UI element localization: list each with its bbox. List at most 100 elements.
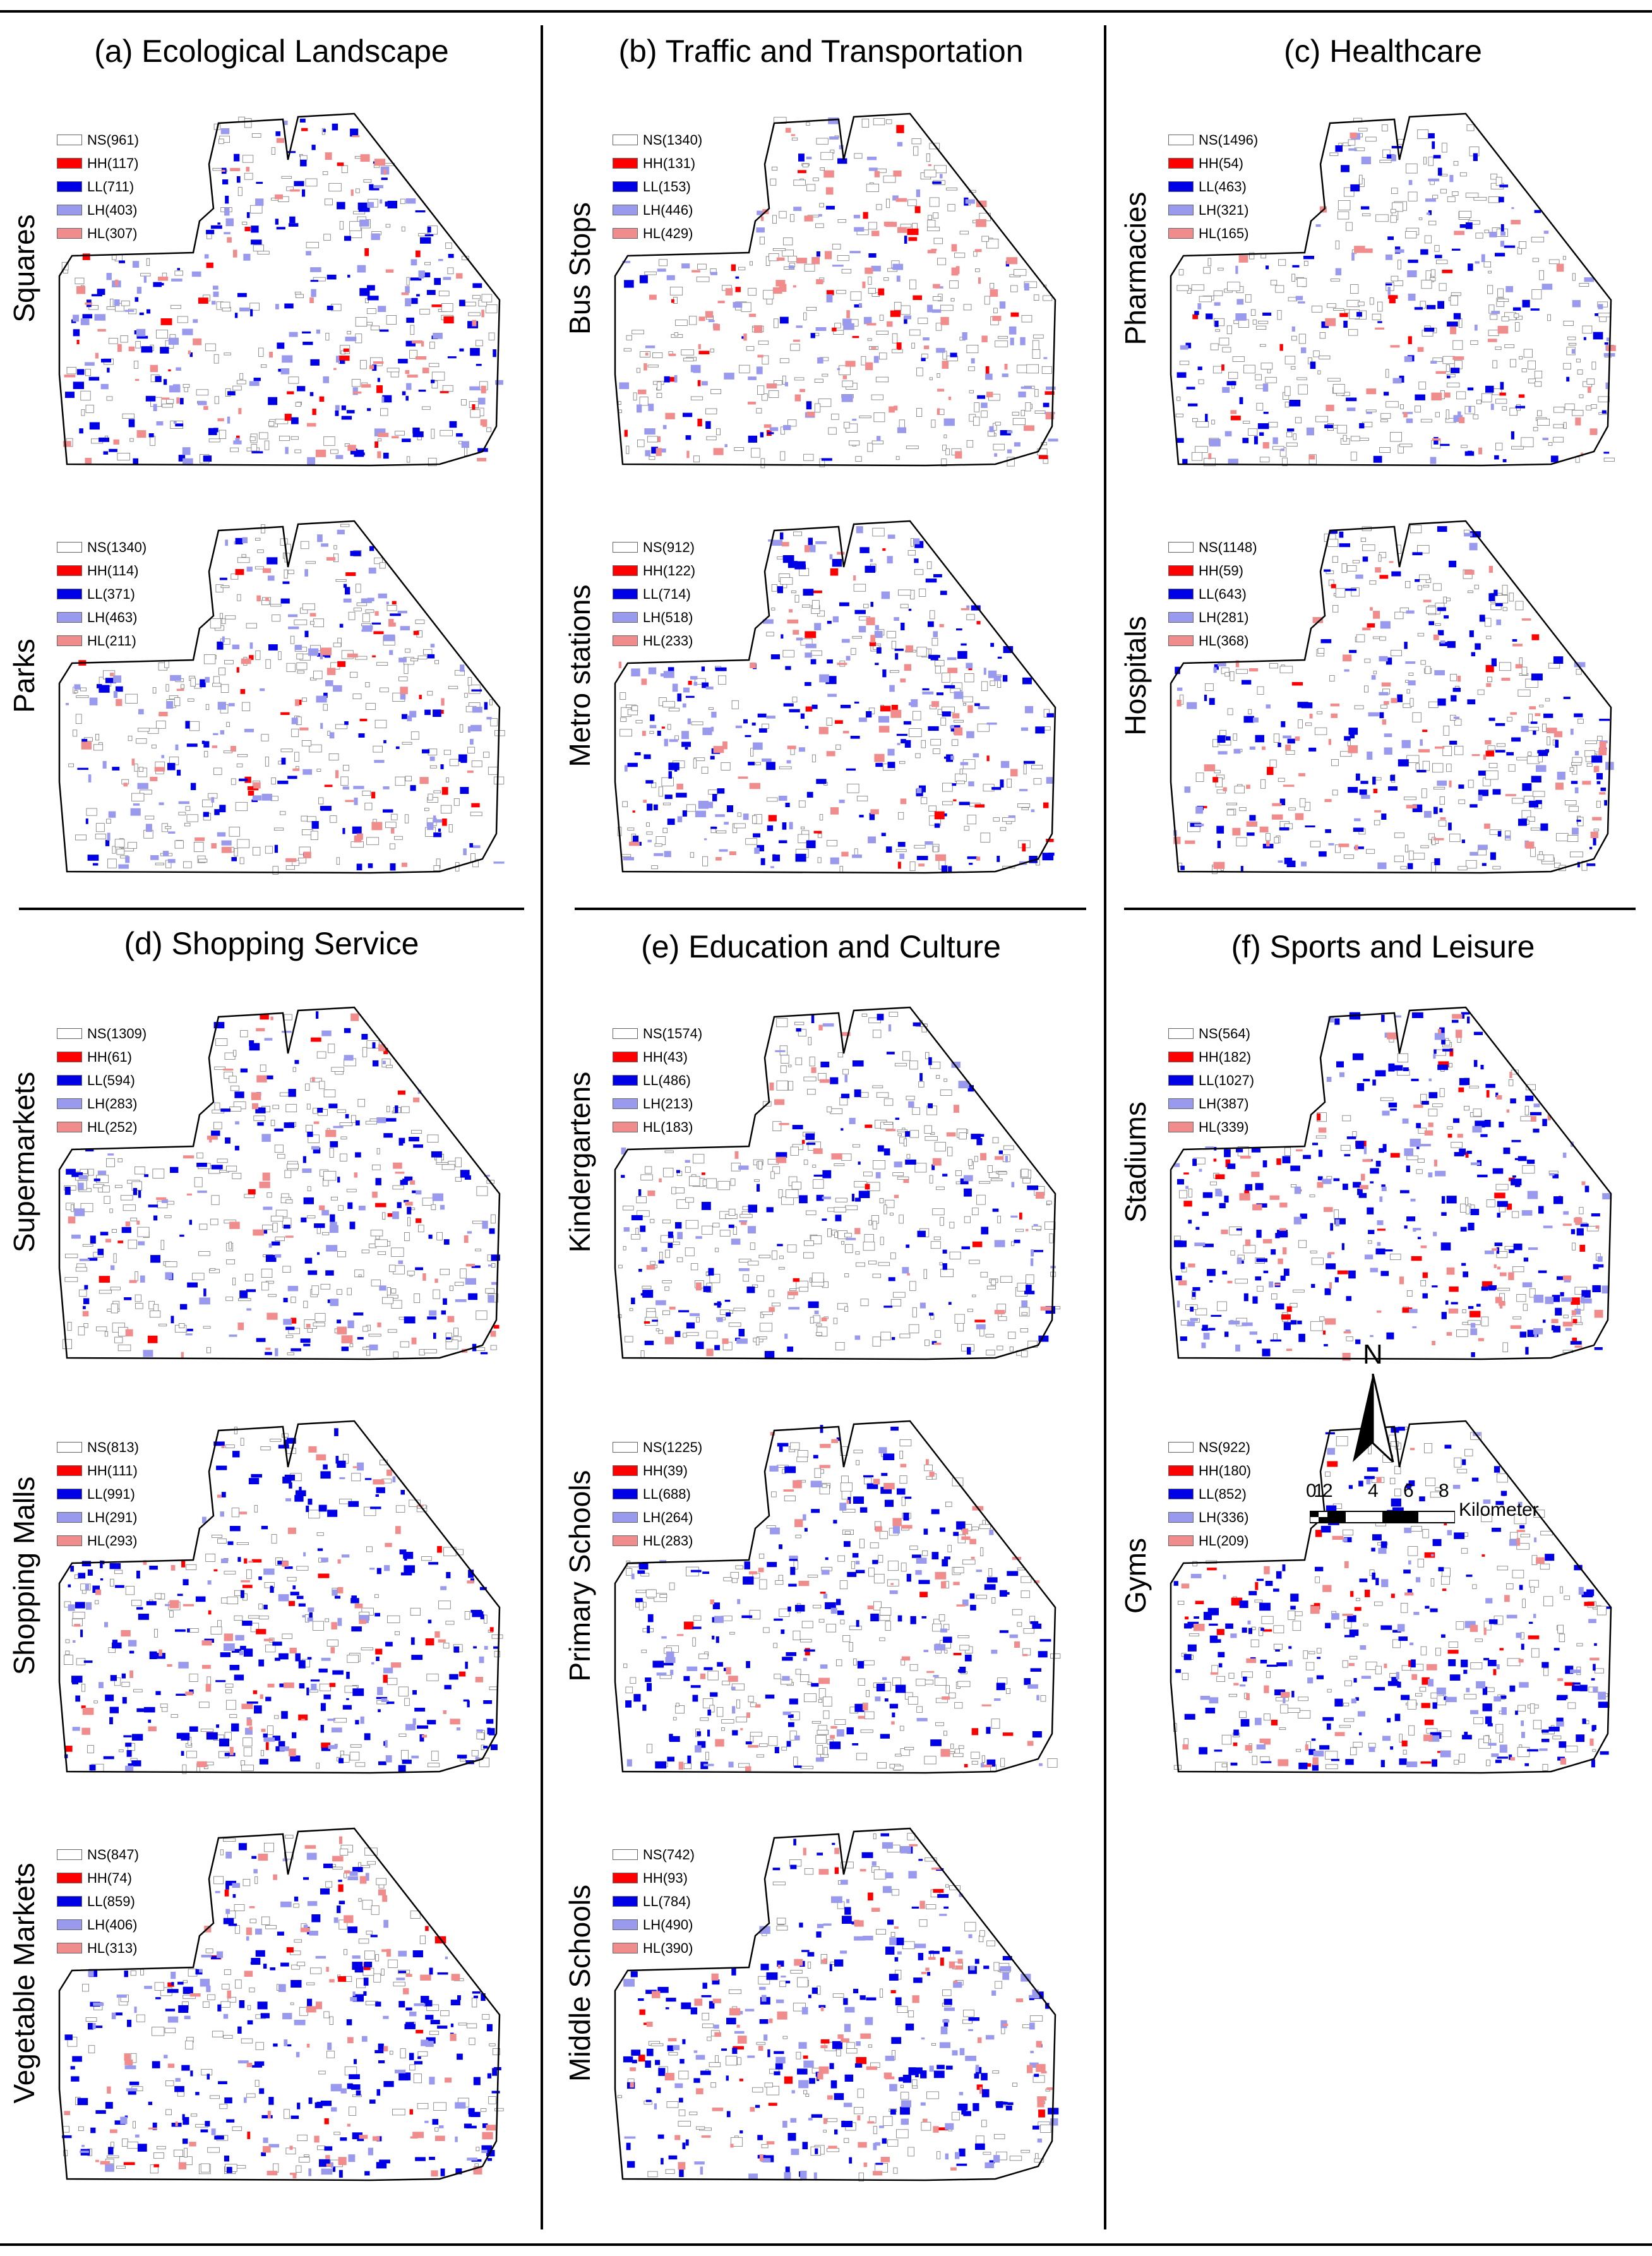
district-boundary (1170, 520, 1612, 874)
cluster-lh-patches (621, 1023, 1056, 1344)
cluster-ll-patches (64, 1428, 498, 1772)
legend-item-hh: HH(122) (613, 559, 695, 582)
legend-item-hl: HL(183) (613, 1115, 702, 1139)
legend-swatch (1168, 135, 1194, 145)
legend-label: LH(213) (643, 1095, 693, 1112)
map-panel-pharmacies: Pharmacies NS(1496) HH(54) LL(463) LH(321) HL… (1119, 111, 1616, 467)
legend-swatch (613, 1052, 638, 1062)
cluster-hl-patches (618, 542, 1018, 867)
district-boundary (614, 1420, 1056, 1774)
legend-swatch (57, 1075, 82, 1086)
legend-label: LL(859) (87, 1893, 135, 1909)
scale-tick-label: 4 (1368, 1480, 1379, 1501)
map-legend: NS(1225) HH(39) LL(688) LH(264) HL(283) (613, 1436, 702, 1552)
legend-item-lh: LH(291) (57, 1506, 139, 1529)
legend-label: LL(784) (643, 1893, 691, 1909)
cluster-lh-patches (1174, 1015, 1612, 1352)
scale-tick-label: 0 (1306, 1480, 1317, 1501)
legend-swatch (1168, 1535, 1194, 1546)
map-legend: NS(742) HH(93) LL(784) LH(490) HL(390) (613, 1843, 695, 1960)
legend-item-lh: LH(281) (1168, 606, 1257, 629)
map-panel-squares: Squares NS(961) HH(117) LL(711) LH(403) HL(30… (8, 111, 503, 467)
legend-swatch (613, 181, 638, 192)
cluster-hl-patches (64, 1836, 496, 2179)
legend-item-ns: NS(922) (1168, 1436, 1251, 1459)
legend-label: LH(406) (87, 1916, 138, 1933)
legend-label: NS(1340) (87, 539, 147, 555)
legend-item-hl: HL(307) (57, 222, 139, 245)
legend-swatch (1168, 1028, 1194, 1039)
legend-label: LL(463) (1199, 178, 1247, 195)
cluster-hl-patches (630, 1844, 1055, 2176)
cluster-ns-patches (1173, 1426, 1608, 1772)
map-panel-stadiums: Stadiums NS(564) HH(182) LL(1027) LH(387) HL(… (1119, 1004, 1614, 1361)
legend-label: HL(313) (87, 1940, 138, 1956)
district-map (614, 520, 1056, 874)
map-label: Gyms (1119, 1537, 1152, 1614)
legend-item-hl: HL(283) (613, 1529, 702, 1552)
district-map (614, 1420, 1061, 1774)
legend-label: HL(233) (643, 632, 693, 649)
map-label: Primary Schools (563, 1470, 596, 1682)
map-panel-vegetable-markets: Vegetable Markets NS(847) HH(74) LL(859) LH(… (8, 1825, 504, 2181)
legend-swatch (613, 1535, 638, 1546)
legend-label: HL(209) (1199, 1532, 1249, 1549)
legend-item-ll: LL(714) (613, 582, 695, 606)
column-divider-2 (1104, 25, 1106, 2229)
legend-label: LL(153) (643, 178, 691, 195)
cluster-ll-patches (77, 537, 488, 871)
legend-swatch (1168, 589, 1194, 599)
cluster-hl-patches (637, 128, 1055, 459)
legend-label: HL(307) (87, 225, 138, 241)
legend-item-lh: LH(213) (613, 1092, 702, 1115)
legend-label: HH(122) (643, 562, 696, 579)
map-label: Supermarkets (8, 1071, 40, 1253)
legend-swatch (57, 1873, 82, 1883)
district-boundary (614, 520, 1056, 874)
legend-label: HH(131) (643, 155, 696, 171)
legend-swatch (57, 1489, 82, 1499)
legend-label: LL(852) (1199, 1485, 1247, 1502)
legend-label: HH(114) (87, 562, 139, 579)
cluster-ns-patches (618, 117, 1053, 469)
map-label: Shopping Malls (8, 1476, 40, 1676)
legend-swatch (613, 158, 638, 169)
legend-item-ll: LL(643) (1168, 582, 1257, 606)
legend-item-hh: HH(59) (1168, 559, 1257, 582)
legend-item-ns: NS(1340) (613, 128, 702, 152)
legend-swatch (57, 1919, 82, 1930)
cluster-lh-patches (68, 1462, 488, 1772)
legend-label: HL(293) (87, 1532, 138, 1549)
legend-swatch (1168, 1489, 1194, 1499)
cluster-lh-patches (80, 1851, 488, 2176)
section-title-ecological-landscape: (a) Ecological Landscape (94, 33, 449, 69)
legend-item-ll: LL(991) (57, 1482, 139, 1506)
legend-item-hl: HL(390) (613, 1936, 695, 1960)
legend-label: LL(1027) (1199, 1072, 1255, 1088)
legend-item-ll: LL(486) (613, 1069, 702, 1092)
legend-swatch (613, 1943, 638, 1953)
legend-item-ns: NS(912) (613, 536, 695, 559)
legend-swatch (613, 542, 638, 553)
legend-item-lh: LH(321) (1168, 198, 1258, 222)
map-panel-primary-schools: Primary Schools NS(1225) HH(39) LL(688) LH(2… (563, 1418, 1061, 1774)
map-panel-kindergartens: Kindergartens NS(1574) HH(43) LL(486) LH(213… (563, 1004, 1061, 1360)
district-boundary (1170, 1420, 1612, 1774)
district-boundary (58, 1827, 501, 2181)
cluster-lh-patches (619, 117, 1058, 457)
scale-tick-label: 2 (1322, 1480, 1333, 1501)
cluster-ns-patches (618, 1012, 1061, 1359)
legend-swatch (1168, 542, 1194, 553)
legend-item-hh: HH(74) (57, 1866, 139, 1890)
legend-swatch (1168, 1465, 1194, 1476)
legend-item-hl: HL(368) (1168, 629, 1257, 652)
cluster-lh-patches (71, 1030, 497, 1357)
cluster-hl-patches (68, 1013, 496, 1360)
legend-item-hl: HL(165) (1168, 222, 1258, 245)
legend-swatch (1168, 635, 1194, 646)
legend-swatch (1168, 158, 1194, 169)
legend-label: LH(283) (87, 1095, 138, 1112)
district-boundary (614, 112, 1056, 467)
scale-bar (1310, 1511, 1455, 1523)
district-map (614, 1006, 1061, 1360)
